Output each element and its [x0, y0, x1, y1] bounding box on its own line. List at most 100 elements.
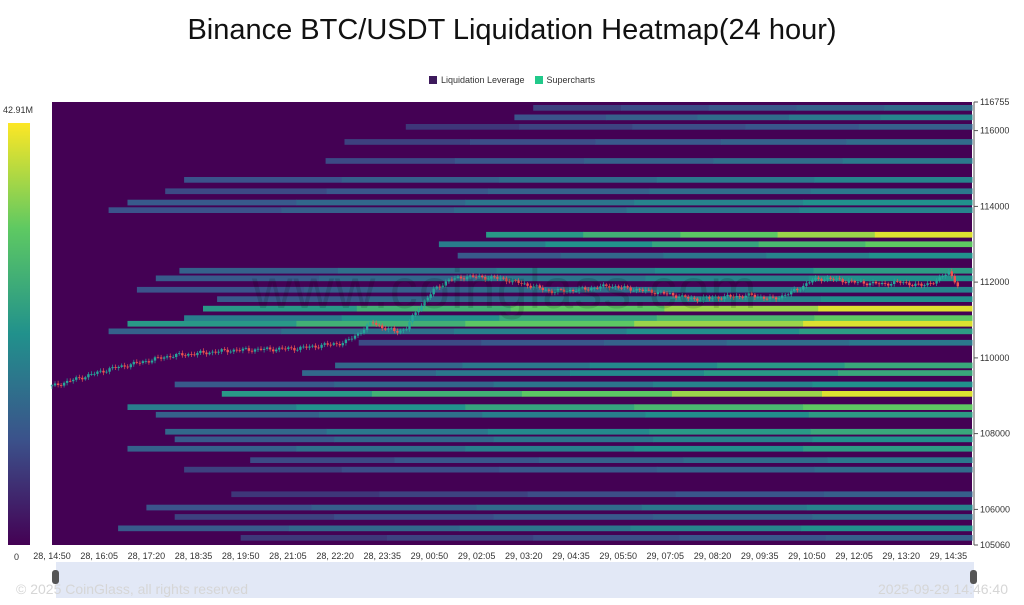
heat-band-33-seg-1 [311, 504, 478, 511]
candle-body-29 [138, 362, 142, 364]
legend-swatch-liquidation-leverage [428, 76, 437, 84]
candle-body-115 [399, 330, 402, 333]
candle-body-95 [338, 344, 341, 346]
candle-body-68 [256, 348, 260, 350]
candle-body-291 [932, 283, 935, 285]
heat-band-27-seg-2 [487, 428, 650, 435]
candle-body-48 [196, 352, 199, 356]
heat-band-27-seg-3 [649, 428, 812, 435]
heat-band-35-seg-4 [801, 525, 973, 532]
heat-band-31-seg-4 [814, 466, 973, 473]
candle-body-55 [217, 351, 220, 353]
candle-body-298 [953, 276, 956, 283]
navigator-right-handle[interactable] [970, 570, 977, 584]
candle-body-219 [714, 297, 717, 298]
colorbar-min-label: 0 [14, 552, 20, 562]
candle-body-294 [941, 276, 944, 278]
candle-body-248 [802, 285, 805, 290]
heat-band-18-seg-0 [127, 320, 297, 327]
candle-body-106 [371, 322, 375, 324]
candle-body-52 [208, 352, 211, 355]
candle-body-164 [547, 289, 551, 291]
legend-item-liquidation-leverage[interactable]: Liquidation Leverage [428, 75, 525, 85]
candle-body-285 [914, 283, 917, 286]
heat-band-13-seg-4 [808, 275, 973, 282]
x-tick-label-10: 29, 03:20 [505, 551, 543, 561]
candle-body-25 [126, 366, 129, 368]
candle-body-63 [241, 348, 245, 351]
candle-body-92 [329, 344, 332, 346]
candle-body-112 [390, 327, 393, 329]
candle-body-220 [717, 297, 720, 299]
candle-body-167 [556, 289, 560, 292]
range-navigator[interactable] [56, 562, 974, 598]
heat-band-31-seg-1 [341, 466, 500, 473]
heat-band-5-seg-1 [341, 177, 500, 183]
heat-band-34-seg-0 [174, 514, 335, 520]
candle-body-116 [402, 329, 405, 331]
price-candles [50, 268, 959, 389]
candle-body-241 [780, 295, 784, 299]
heat-band-19-seg-2 [454, 328, 628, 335]
heat-band-23-seg-4 [812, 381, 973, 388]
candle-body-238 [771, 296, 775, 298]
x-tick-label-9: 29, 02:05 [458, 551, 496, 561]
heat-band-35-seg-2 [459, 525, 631, 532]
candle-body-258 [832, 278, 835, 280]
heat-band-1-seg-3 [788, 114, 881, 121]
candle-body-192 [632, 290, 635, 292]
candle-body-199 [653, 292, 657, 295]
candle-body-281 [902, 282, 905, 284]
candle-body-154 [517, 280, 520, 283]
navigator-left-handle[interactable] [52, 570, 59, 584]
heat-band-27-seg-4 [810, 428, 973, 435]
heat-band-25-seg-0 [127, 404, 297, 410]
candle-body-178 [590, 288, 593, 291]
heat-band-31-seg-2 [499, 466, 658, 473]
heat-band-9-seg-4 [874, 231, 973, 238]
candle-body-252 [814, 277, 817, 280]
heat-band-24-seg-3 [671, 391, 823, 397]
heat-band-3-seg-3 [721, 139, 847, 145]
legend-item-supercharts[interactable]: Supercharts [534, 75, 595, 85]
heat-band-30-seg-2 [538, 457, 684, 463]
candle-body-174 [577, 288, 581, 291]
heat-band-21-seg-3 [717, 362, 846, 369]
heat-band-17-seg-1 [341, 315, 500, 321]
candle-body-36 [159, 357, 163, 359]
candle-body-80 [293, 348, 296, 351]
heat-band-5-seg-3 [656, 177, 815, 183]
candle-body-193 [635, 288, 638, 291]
candle-body-166 [553, 291, 557, 294]
heat-band-31-seg-0 [184, 466, 343, 473]
candle-body-181 [599, 286, 602, 289]
candle-body-207 [677, 296, 681, 298]
candle-body-61 [235, 349, 238, 351]
heat-band-15-seg-1 [368, 296, 520, 302]
candle-body-107 [375, 322, 378, 325]
heat-band-3-seg-2 [595, 139, 722, 145]
x-tick-label-17: 29, 12:05 [835, 551, 873, 561]
heat-band-18-seg-1 [296, 320, 466, 327]
x-tick-label-18: 29, 13:20 [882, 551, 920, 561]
candle-body-24 [123, 365, 126, 367]
candle-body-214 [699, 300, 702, 301]
candle-body-128 [438, 286, 441, 288]
candle-body-145 [490, 276, 493, 279]
heat-band-4-seg-3 [713, 158, 844, 164]
candle-body-235 [762, 296, 766, 299]
candle-body-71 [265, 347, 269, 349]
heat-band-12-seg-3 [655, 267, 814, 274]
heat-band-13-seg-2 [482, 275, 646, 282]
heat-band-2-seg-0 [405, 124, 520, 130]
candle-body-73 [272, 349, 275, 352]
candle-body-32 [147, 361, 151, 363]
candle-body-136 [462, 278, 466, 280]
candle-body-222 [723, 296, 726, 300]
heat-band-20-seg-4 [849, 339, 973, 346]
candle-body-117 [405, 329, 408, 331]
candle-body-255 [823, 279, 826, 281]
candle-body-236 [765, 298, 769, 300]
candle-body-262 [844, 282, 847, 283]
